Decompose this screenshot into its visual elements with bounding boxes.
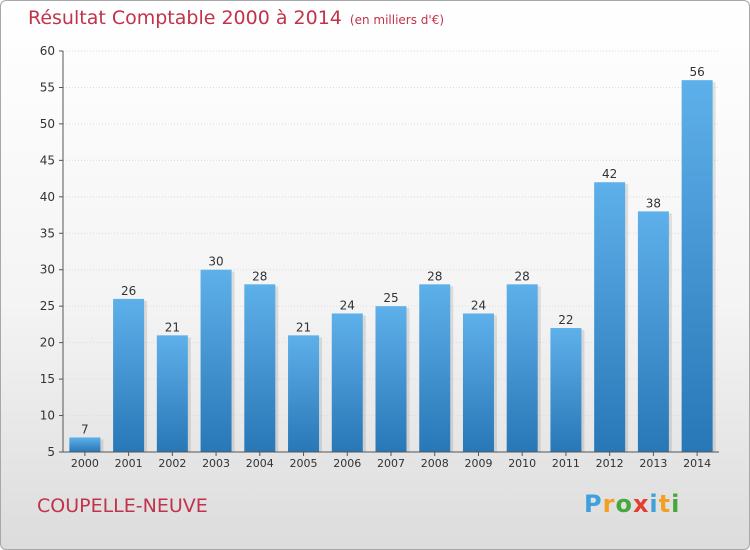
bar-value-label: 28 xyxy=(427,269,442,283)
logo-letter: t xyxy=(658,490,672,518)
bar xyxy=(506,284,538,452)
y-tick-label: 5 xyxy=(47,445,55,459)
bar-chart: 7 26 21 30 28 21 24 25 28 24 28 22 42 38 56 5 10 15 20 25 3… xyxy=(40,44,719,470)
y-tick-label: 40 xyxy=(40,190,55,204)
bar xyxy=(375,306,407,452)
bar xyxy=(331,313,363,452)
bar-value-label: 28 xyxy=(515,269,530,283)
bar-value-label: 42 xyxy=(602,167,617,181)
bar-value-label: 26 xyxy=(121,284,136,298)
bar xyxy=(594,182,626,452)
y-tick-label: 10 xyxy=(40,409,55,423)
x-tick-label: 2009 xyxy=(464,457,492,470)
y-tick-label: 60 xyxy=(40,44,55,58)
y-tick-label: 50 xyxy=(40,117,55,131)
x-tick-label: 2013 xyxy=(639,457,667,470)
bar-value-label: 28 xyxy=(252,269,267,283)
bar xyxy=(550,328,582,452)
bar xyxy=(200,269,232,452)
bar-value-label: 24 xyxy=(471,298,486,312)
y-tick-label: 20 xyxy=(40,336,55,350)
y-tick-label: 45 xyxy=(40,153,55,167)
logo-letter: P xyxy=(584,490,603,518)
bar-value-label: 56 xyxy=(689,65,704,79)
x-tick-label: 2006 xyxy=(333,457,361,470)
bar-value-label: 24 xyxy=(340,298,355,312)
logo-letter: x xyxy=(632,490,650,518)
bar xyxy=(681,80,713,452)
chart-title: Résultat Comptable 2000 à 2014 xyxy=(28,7,342,29)
bar xyxy=(288,335,320,452)
x-tick-label: 2012 xyxy=(596,457,624,470)
bar-value-label: 25 xyxy=(383,291,398,305)
y-tick-label: 25 xyxy=(40,299,55,313)
proxiti-logo[interactable]: Proxiti xyxy=(584,490,680,518)
y-tick-label: 30 xyxy=(40,263,55,277)
bar xyxy=(462,313,494,452)
logo-letter: r xyxy=(602,490,616,518)
commune-name: COUPELLE-NEUVE xyxy=(37,495,208,517)
x-tick-label: 2000 xyxy=(71,457,99,470)
x-tick-label: 2007 xyxy=(377,457,405,470)
logo-letter: i xyxy=(649,490,659,518)
logo-letter: i xyxy=(671,490,681,518)
x-tick-label: 2002 xyxy=(158,457,186,470)
chart-unit: (en milliers d'€) xyxy=(349,13,445,27)
bar-value-label: 30 xyxy=(208,255,223,269)
bar-value-label: 22 xyxy=(558,313,573,327)
bar-value-label: 21 xyxy=(296,320,311,334)
bar xyxy=(113,298,145,452)
x-tick-label: 2003 xyxy=(202,457,230,470)
bar xyxy=(419,284,451,452)
bar xyxy=(69,437,101,452)
y-tick-label: 55 xyxy=(40,80,55,94)
bar-value-label: 7 xyxy=(81,422,89,436)
x-tick-label: 2011 xyxy=(552,457,580,470)
bar xyxy=(244,284,276,452)
bar xyxy=(637,211,669,452)
bar-value-label: 21 xyxy=(165,320,180,334)
chart-title-block: Résultat Comptable 2000 à 2014 (en millie… xyxy=(28,7,444,29)
y-tick-label: 15 xyxy=(40,372,55,386)
x-tick-label: 2001 xyxy=(115,457,143,470)
x-tick-label: 2005 xyxy=(290,457,318,470)
x-tick-label: 2010 xyxy=(508,457,536,470)
logo-letter: o xyxy=(615,490,633,518)
x-tick-label: 2008 xyxy=(421,457,449,470)
bar-value-label: 38 xyxy=(646,196,661,210)
x-tick-label: 2014 xyxy=(683,457,711,470)
y-tick-label: 35 xyxy=(40,226,55,240)
x-tick-label: 2004 xyxy=(246,457,274,470)
bar xyxy=(156,335,188,452)
